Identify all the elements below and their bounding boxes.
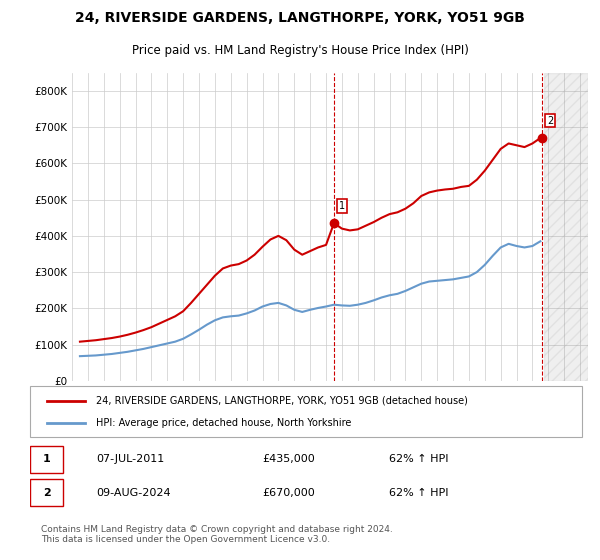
Text: £435,000: £435,000 <box>262 454 314 464</box>
Bar <box>30 446 63 473</box>
Text: £670,000: £670,000 <box>262 488 314 498</box>
Text: 1: 1 <box>43 454 50 464</box>
FancyBboxPatch shape <box>30 386 582 437</box>
Text: 2: 2 <box>43 488 50 498</box>
Text: 62% ↑ HPI: 62% ↑ HPI <box>389 488 448 498</box>
Text: Contains HM Land Registry data © Crown copyright and database right 2024.
This d: Contains HM Land Registry data © Crown c… <box>41 525 393 544</box>
Text: 07-JUL-2011: 07-JUL-2011 <box>96 454 164 464</box>
Text: 24, RIVERSIDE GARDENS, LANGTHORPE, YORK, YO51 9GB: 24, RIVERSIDE GARDENS, LANGTHORPE, YORK,… <box>75 11 525 25</box>
Text: 2: 2 <box>547 115 553 125</box>
Text: 09-AUG-2024: 09-AUG-2024 <box>96 488 171 498</box>
Text: 1: 1 <box>339 200 345 211</box>
Text: HPI: Average price, detached house, North Yorkshire: HPI: Average price, detached house, Nort… <box>96 418 352 428</box>
Bar <box>544 73 588 381</box>
Bar <box>30 479 63 506</box>
Text: 24, RIVERSIDE GARDENS, LANGTHORPE, YORK, YO51 9GB (detached house): 24, RIVERSIDE GARDENS, LANGTHORPE, YORK,… <box>96 395 468 405</box>
Text: Price paid vs. HM Land Registry's House Price Index (HPI): Price paid vs. HM Land Registry's House … <box>131 44 469 58</box>
Text: 62% ↑ HPI: 62% ↑ HPI <box>389 454 448 464</box>
